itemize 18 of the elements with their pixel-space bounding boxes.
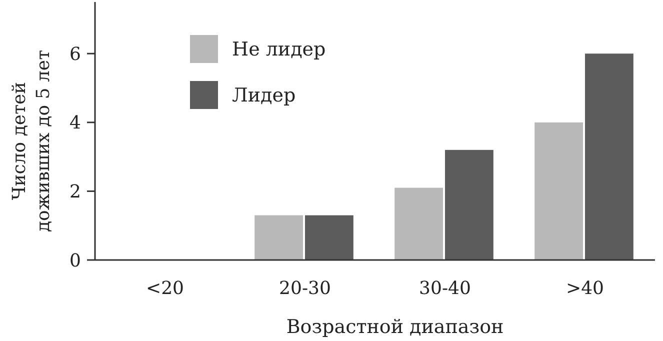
bar [534, 122, 583, 260]
bar [445, 150, 494, 260]
bar [585, 54, 634, 260]
bar [394, 188, 443, 260]
bar [305, 215, 354, 260]
y-tick-label: 4 [70, 112, 81, 134]
legend-label: Не лидер [232, 38, 326, 61]
x-tick-label: >40 [566, 278, 604, 299]
bar [254, 215, 303, 260]
y-axis-title: Число детей доживших до 5 лет [9, 50, 54, 232]
y-tick-label: 2 [70, 182, 81, 202]
y-tick-label: 6 [70, 44, 81, 65]
y-tick-label: 0 [70, 250, 81, 272]
x-tick-label: 20-30 [279, 278, 331, 299]
x-tick-label: <20 [146, 278, 184, 299]
x-tick-label: 30-40 [419, 278, 471, 299]
legend-label: Лидер [232, 84, 296, 107]
x-axis-title: Возрастной диапазон [286, 316, 504, 338]
